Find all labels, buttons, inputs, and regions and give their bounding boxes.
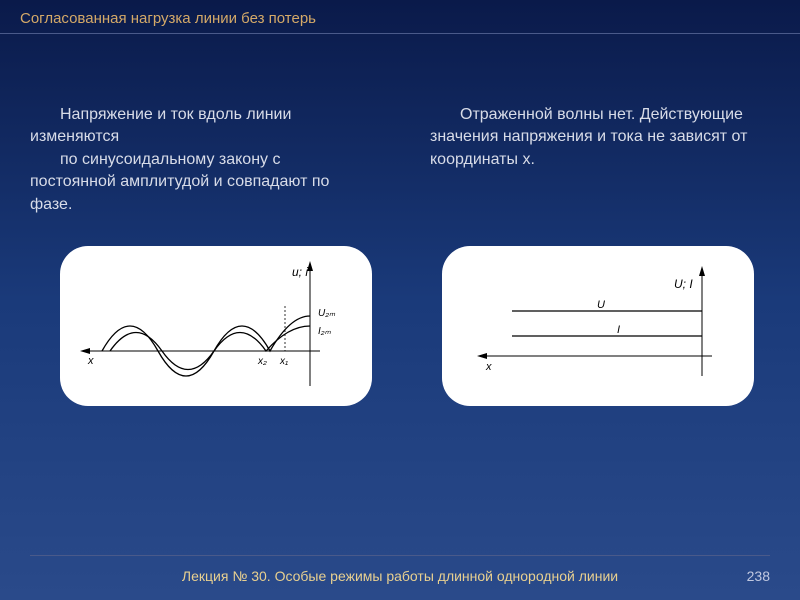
text-row: Напряжение и ток вдоль линии изменяются … bbox=[30, 104, 770, 216]
d1-xlabel: x bbox=[87, 355, 94, 367]
content-area: Напряжение и ток вдоль линии изменяются … bbox=[0, 34, 800, 406]
d1-ylabel: u; i bbox=[292, 265, 308, 279]
diagram-row: u; i U₂ₘ I₂ₘ x x₂ x₁ U; I U I x bbox=[30, 246, 770, 406]
left-p2: по синусоидальному закону с постоянной а… bbox=[30, 149, 370, 216]
diagram-sine: u; i U₂ₘ I₂ₘ x x₂ x₁ bbox=[60, 246, 372, 406]
d1-s1-label: U₂ₘ bbox=[318, 308, 336, 319]
left-text-column: Напряжение и ток вдоль линии изменяются … bbox=[30, 104, 370, 216]
page-number: 238 bbox=[747, 568, 770, 584]
d2-ylabel: U; I bbox=[674, 277, 693, 291]
d1-xtick2: x₁ bbox=[279, 356, 288, 367]
footer-text: Лекция № 30. Особые режимы работы длинно… bbox=[182, 568, 618, 584]
d2-s1-label: U bbox=[597, 299, 605, 311]
left-p1: Напряжение и ток вдоль линии изменяются bbox=[30, 104, 370, 149]
d2-s2-label: I bbox=[617, 324, 620, 336]
diagram-flat: U; I U I x bbox=[442, 246, 754, 406]
d2-xlabel: x bbox=[485, 361, 492, 373]
slide-header: Согласованная нагрузка линии без потерь bbox=[0, 0, 800, 34]
d1-s2-label: I₂ₘ bbox=[318, 326, 332, 337]
footer: Лекция № 30. Особые режимы работы длинно… bbox=[0, 568, 800, 584]
footer-divider bbox=[30, 555, 770, 556]
right-p1: Отраженной волны нет. Действующие значен… bbox=[430, 104, 770, 171]
header-title: Согласованная нагрузка линии без потерь bbox=[20, 10, 316, 27]
d1-xtick1: x₂ bbox=[257, 356, 267, 367]
right-text-column: Отраженной волны нет. Действующие значен… bbox=[430, 104, 770, 216]
